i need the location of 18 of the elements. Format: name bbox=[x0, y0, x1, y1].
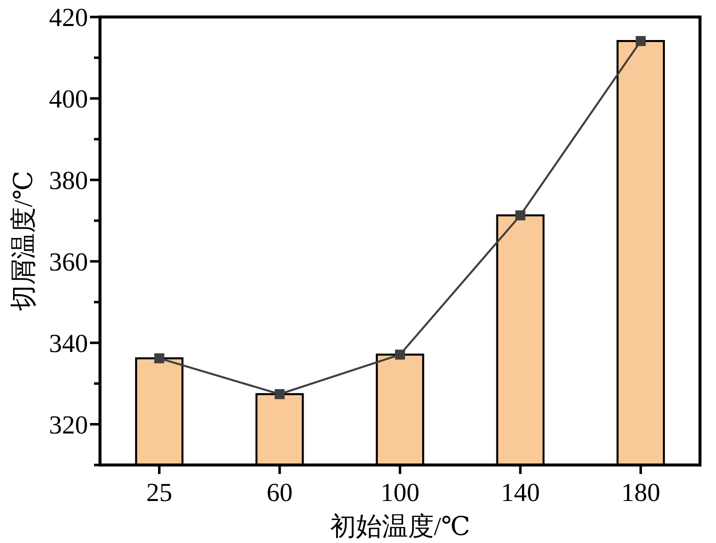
x-tick-label: 100 bbox=[380, 478, 420, 507]
y-tick-label: 320 bbox=[49, 410, 88, 440]
x-tick-label: 140 bbox=[500, 478, 540, 507]
x-axis-title: 初始温度/℃ bbox=[330, 512, 470, 541]
point bbox=[636, 36, 646, 46]
point bbox=[274, 389, 285, 400]
point bbox=[154, 353, 164, 364]
y-tick-label: 380 bbox=[49, 166, 88, 196]
y-tick-label: 420 bbox=[49, 3, 88, 32]
point bbox=[515, 210, 526, 220]
point bbox=[395, 350, 405, 360]
x-tick-label: 25 bbox=[146, 478, 172, 507]
x-tick-label: 60 bbox=[266, 478, 293, 507]
y-tick-label: 340 bbox=[49, 328, 88, 358]
y-tick-label: 360 bbox=[49, 247, 88, 276]
y-tick-label: 400 bbox=[49, 84, 88, 114]
y-axis-title: 切屑温度/℃ bbox=[9, 170, 38, 312]
x-tick-label: 180 bbox=[621, 478, 660, 507]
